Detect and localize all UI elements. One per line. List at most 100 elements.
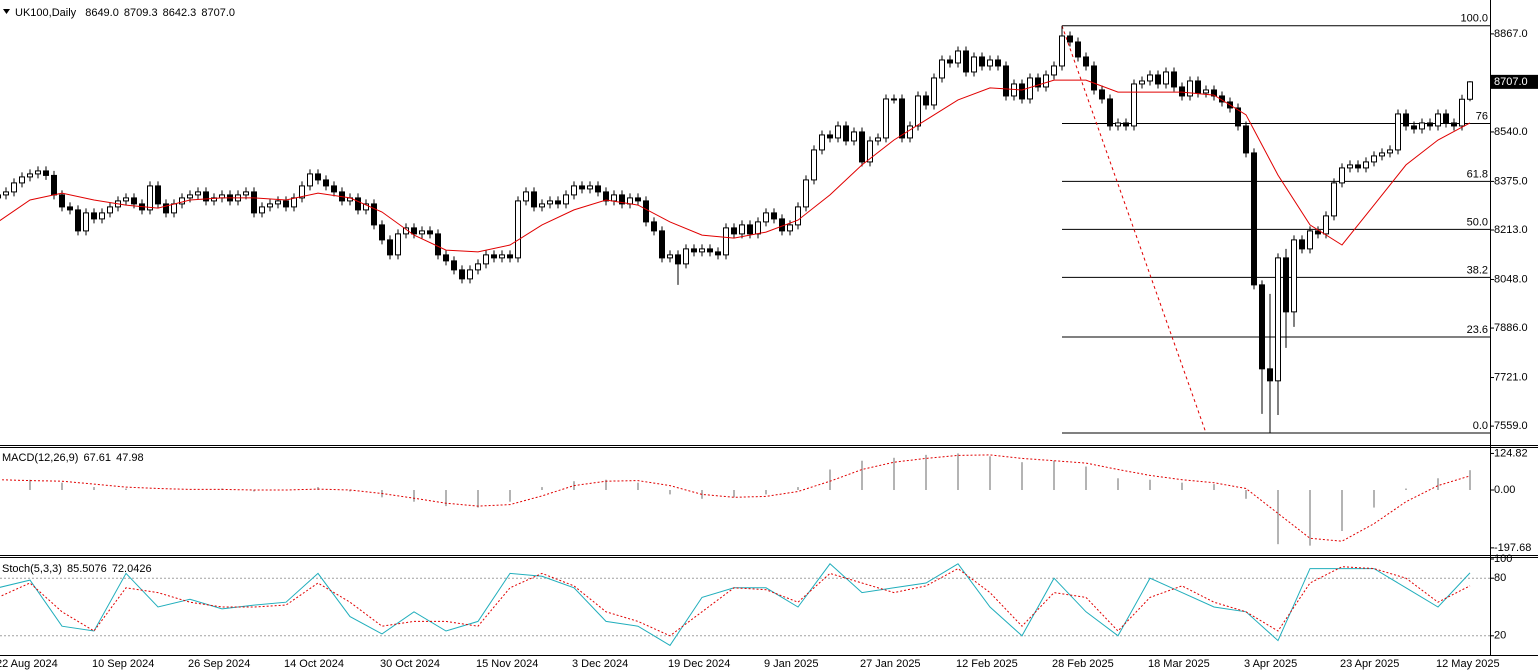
- candle-body: [491, 254, 497, 259]
- macd-header: MACD(12,26,9) 67.61 47.98: [2, 452, 144, 464]
- collapse-icon[interactable]: [3, 9, 10, 14]
- candle-body: [259, 206, 265, 214]
- candle-body: [1379, 152, 1385, 157]
- candle-body: [27, 173, 33, 178]
- candle-body: [867, 140, 873, 163]
- macd-title: MACD(12,26,9): [2, 452, 78, 464]
- candle-body: [1115, 122, 1121, 127]
- y-tick-label: 8540.0: [1494, 126, 1528, 138]
- candle-body: [1059, 35, 1065, 67]
- candle-body: [11, 182, 17, 193]
- candle-body: [35, 170, 41, 175]
- macd-signal-line: [0, 454, 1471, 542]
- candle-body: [435, 233, 441, 256]
- candle-body: [59, 194, 65, 208]
- candle-body: [475, 263, 481, 271]
- candle-body: [323, 179, 329, 187]
- candle-body: [171, 203, 177, 214]
- y-tick-label: 100: [1494, 553, 1512, 565]
- candle-body: [427, 230, 433, 235]
- candle-body: [1075, 41, 1081, 58]
- x-tick-label: 18 Mar 2025: [1148, 658, 1210, 670]
- candle-body: [947, 59, 953, 64]
- y-tick-label: -197.68: [1494, 542, 1531, 554]
- y-tick-label: 8867.0: [1494, 28, 1528, 40]
- candle-body: [243, 191, 249, 196]
- stoch-signal-value: 72.0426: [112, 563, 152, 575]
- candle-body: [1283, 257, 1289, 313]
- last-price-box: [1490, 74, 1538, 89]
- candle-body: [939, 59, 945, 79]
- candle-body: [267, 203, 273, 208]
- candle-body: [915, 95, 921, 127]
- macd-signal-value: 47.98: [116, 452, 144, 464]
- x-tick-label: 9 Jan 2025: [764, 658, 818, 670]
- candle-body: [411, 227, 417, 235]
- candle-body: [451, 260, 457, 271]
- candle-body: [1443, 113, 1449, 124]
- candle-body: [675, 254, 681, 265]
- candle-body: [891, 98, 897, 101]
- fib-label: 50.0: [1467, 216, 1488, 228]
- stoch-main-value: 85.5076: [67, 563, 107, 575]
- candle-body: [603, 191, 609, 202]
- y-tick-label: 8213.0: [1494, 224, 1528, 236]
- candle-body: [1195, 80, 1201, 94]
- candle-body: [1067, 35, 1073, 43]
- candle-body: [67, 206, 73, 211]
- header-close: 8707.0: [201, 7, 235, 19]
- y-tick-label: 0.00: [1494, 484, 1515, 496]
- header-open: 8649.0: [85, 7, 119, 19]
- x-tick-label: 26 Sep 2024: [188, 658, 250, 670]
- y-tick-label: 7721.0: [1494, 371, 1528, 383]
- candle-body: [1091, 65, 1097, 91]
- candle-body: [1155, 74, 1161, 85]
- candle-body: [1043, 74, 1049, 88]
- fib-label: 61.8: [1467, 168, 1488, 180]
- candle-body: [1435, 113, 1441, 127]
- x-tick-label: 19 Dec 2024: [668, 658, 730, 670]
- candle-body: [1363, 161, 1369, 169]
- candle-body: [587, 185, 593, 190]
- candle-body: [1403, 113, 1409, 127]
- stoch-header: Stoch(5,3,3) 85.5076 72.0426: [2, 563, 152, 575]
- macd-main-value: 67.61: [83, 452, 111, 464]
- y-tick-label: 20: [1494, 630, 1506, 642]
- candle-body: [83, 212, 89, 232]
- fib-label: 76: [1476, 110, 1488, 122]
- candle-body: [1163, 71, 1169, 85]
- candle-body: [443, 254, 449, 262]
- moving-average: [0, 79, 1471, 253]
- candle-body: [1323, 215, 1329, 235]
- candle-body: [1451, 122, 1457, 127]
- candle-body: [299, 185, 305, 199]
- candle-body: [691, 248, 697, 253]
- candle-body: [811, 149, 817, 181]
- candle-body: [395, 233, 401, 256]
- candle-body: [931, 77, 937, 106]
- candle-body: [1371, 155, 1377, 163]
- candle-body: [531, 191, 537, 208]
- candle-body: [1259, 284, 1265, 370]
- candle-body: [1467, 81, 1473, 100]
- frame: [0, 0, 1538, 656]
- candle-body: [331, 185, 337, 193]
- candle-body: [787, 224, 793, 232]
- candle-body: [179, 197, 185, 205]
- candle-body: [851, 131, 857, 142]
- candle-body: [163, 203, 169, 214]
- candle-body: [1339, 167, 1345, 184]
- candle-body: [723, 227, 729, 256]
- candle-body: [579, 185, 585, 190]
- x-tick-label: 15 Nov 2024: [476, 658, 538, 670]
- x-tick-label: 12 Feb 2025: [956, 658, 1018, 670]
- candle-body: [1131, 83, 1137, 127]
- x-tick-label: 28 Feb 2025: [1052, 658, 1114, 670]
- candle-body: [971, 56, 977, 73]
- candle-body: [539, 203, 545, 208]
- candle-body: [1395, 113, 1401, 151]
- candle-body: [1019, 83, 1025, 100]
- candle-body: [907, 125, 913, 139]
